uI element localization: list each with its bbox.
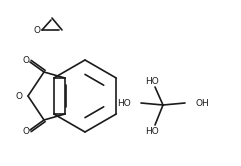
Text: HO: HO <box>145 126 159 135</box>
Text: OH: OH <box>195 98 209 108</box>
Text: O: O <box>33 26 40 35</box>
Text: O: O <box>22 55 29 65</box>
Text: HO: HO <box>117 98 131 108</box>
Text: O: O <box>16 91 23 100</box>
Text: HO: HO <box>145 77 159 85</box>
Text: O: O <box>22 127 29 136</box>
